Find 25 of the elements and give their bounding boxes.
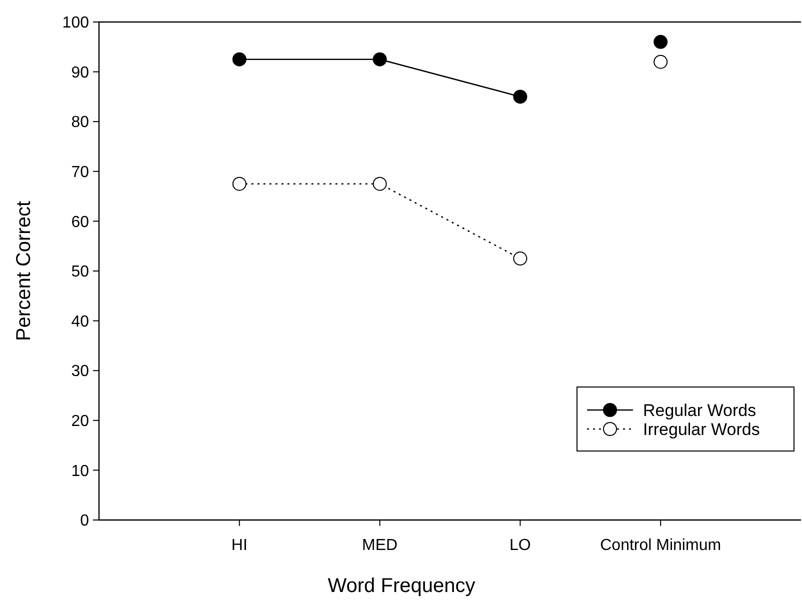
x-axis-title: Word Frequency — [328, 575, 476, 597]
y-tick-label: 50 — [71, 264, 90, 281]
point — [232, 52, 246, 66]
point — [232, 176, 246, 191]
y-tick-label: 20 — [71, 413, 90, 430]
x-tick-label: LO — [510, 537, 531, 554]
y-tick-label: 60 — [71, 214, 90, 231]
y-tick-label: 70 — [71, 164, 90, 181]
y-tick-label: 80 — [71, 114, 90, 132]
y-tick-label: 90 — [71, 64, 90, 82]
x-tick-label: HI — [231, 537, 248, 554]
point — [513, 90, 528, 104]
y-tick-label: 40 — [71, 313, 90, 330]
y-tick-label: 30 — [71, 363, 90, 380]
y-tick-label: 0 — [80, 512, 90, 530]
point — [372, 52, 387, 66]
legend-label: Regular Words — [643, 400, 756, 420]
legend-label: Irregular Words — [643, 420, 760, 439]
x-tick-label: MED — [362, 537, 398, 554]
point — [513, 252, 528, 266]
y-axis-title: Percent Correct — [13, 200, 35, 342]
y-tick-label: 10 — [71, 462, 90, 480]
y-tick-label: 100 — [62, 14, 90, 32]
x-tick-label: Control Minimum — [600, 537, 722, 554]
point — [372, 176, 387, 191]
